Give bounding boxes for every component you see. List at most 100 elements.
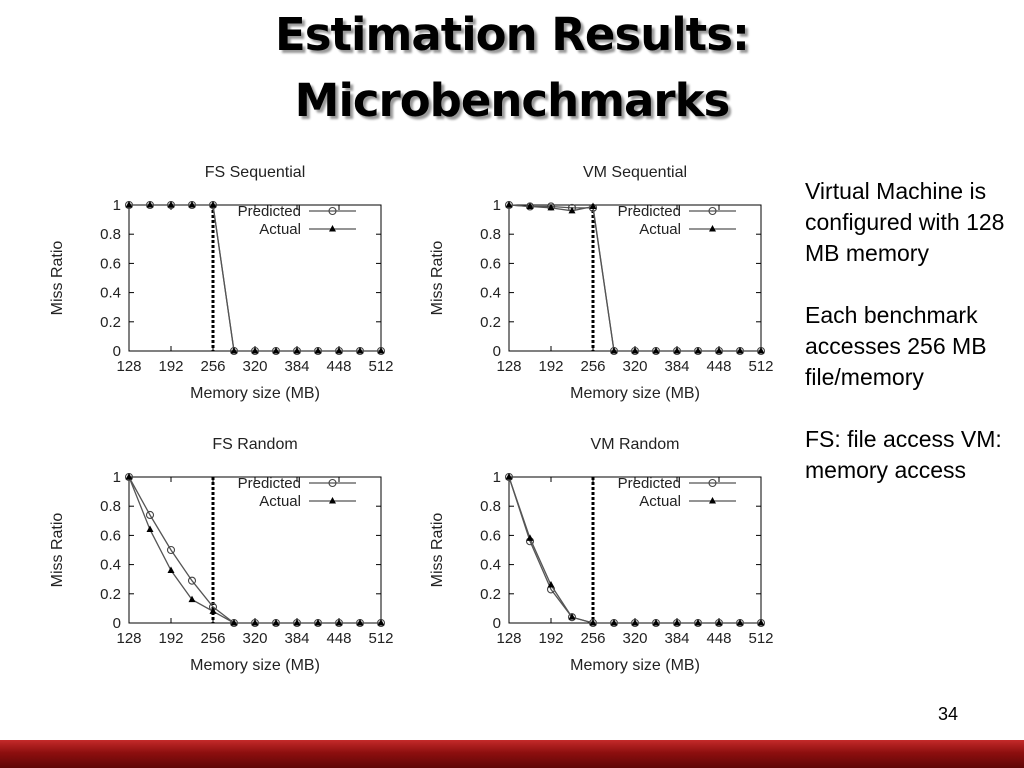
x-tick-label: 384: [664, 358, 689, 375]
actual-point: [652, 619, 660, 626]
actual-point: [589, 619, 597, 626]
y-tick-label: 1: [493, 469, 501, 486]
actual-point: [736, 619, 744, 626]
plot-frame: [128, 476, 382, 624]
y-tick-label: 0.8: [100, 498, 121, 515]
y-tick-label: 0.8: [480, 498, 501, 515]
actual-point: [251, 347, 259, 354]
series-line-actual: [508, 204, 761, 352]
actual-point: [568, 206, 576, 214]
legend-marker: [329, 225, 336, 232]
x-tick-label: 320: [622, 630, 647, 647]
y-tick-label: 0: [493, 343, 501, 360]
y-tick-label: 0.2: [480, 314, 501, 331]
slide-title-line-1: Estimation Results:: [275, 8, 750, 61]
legend-label-actual: Actual: [259, 493, 301, 510]
x-tick-label: 128: [496, 630, 521, 647]
actual-point: [652, 347, 660, 354]
legend-marker: [329, 497, 336, 504]
x-tick-label: 256: [200, 630, 225, 647]
vm-random-chart: VM Random 0 0.2 0.4 0.6 0.8 1 128 192 256 320 384 44…: [429, 436, 774, 674]
page-number: 34: [938, 704, 959, 724]
actual-point: [505, 201, 513, 208]
actual-point: [125, 201, 133, 208]
x-tick-label: 320: [242, 358, 267, 375]
actual-point: [230, 619, 238, 626]
legend-marker: [708, 206, 717, 216]
legend-label-predicted: Predicted: [238, 203, 301, 220]
slide-title: Estimation Results: Microbenchmarks: [0, 2, 1024, 134]
y-tick-label: 0.2: [480, 586, 501, 603]
legend-label-predicted: Predicted: [618, 475, 681, 492]
actual-point: [736, 347, 744, 354]
x-tick-label: 512: [748, 630, 773, 647]
chart-title: FS Sequential: [205, 164, 306, 181]
predicted-point: [187, 576, 197, 585]
predicted-point: [145, 510, 155, 520]
actual-point: [314, 619, 322, 626]
actual-point: [188, 595, 196, 603]
x-tick-label: 256: [580, 630, 605, 647]
actual-point: [188, 201, 196, 208]
x-tick-label: 192: [158, 630, 183, 647]
actual-point: [715, 347, 723, 354]
y-tick-label: 0.4: [100, 285, 121, 302]
x-tick-label: 448: [706, 358, 731, 375]
legend-label-predicted: Predicted: [618, 203, 681, 220]
x-tick-label: 320: [622, 358, 647, 375]
actual-point: [589, 202, 597, 209]
series-line-actual: [128, 476, 381, 624]
y-tick-label: 0: [493, 615, 501, 632]
y-tick-label: 0.4: [480, 557, 501, 574]
y-tick-label: 0.6: [480, 255, 501, 272]
y-tick-label: 0.2: [100, 314, 121, 331]
x-tick-label: 448: [326, 630, 351, 647]
y-tick-label: 0: [113, 615, 121, 632]
footer-bar: [0, 740, 1024, 768]
actual-point: [293, 619, 301, 626]
actual-point: [251, 619, 259, 626]
actual-point: [757, 619, 765, 626]
series-line-actual: [129, 204, 381, 352]
actual-point: [694, 619, 702, 626]
actual-point: [125, 473, 133, 480]
chart-title: FS Random: [212, 436, 297, 453]
actual-point: [209, 201, 217, 208]
actual-point: [610, 347, 618, 354]
actual-point: [209, 607, 217, 614]
actual-point: [293, 347, 301, 354]
y-axis-label: Miss Ratio: [429, 241, 446, 316]
legend-label-predicted: Predicted: [238, 475, 301, 492]
x-tick-label: 512: [748, 358, 773, 375]
series-line-predicted: [128, 476, 381, 624]
actual-point: [314, 347, 322, 354]
actual-point: [272, 347, 280, 354]
x-tick-label: 192: [158, 358, 183, 375]
x-tick-label: 128: [116, 630, 141, 647]
actual-point: [167, 566, 175, 573]
actual-point: [272, 619, 280, 626]
y-tick-label: 0.6: [100, 255, 121, 272]
legend-label-actual: Actual: [639, 221, 681, 238]
series-line-actual: [508, 476, 761, 624]
x-axis-label: Memory size (MB): [570, 657, 700, 674]
x-tick-label: 512: [368, 630, 393, 647]
series-line-predicted: [129, 204, 381, 352]
actual-point: [526, 534, 534, 541]
y-axis-label: Miss Ratio: [49, 513, 66, 588]
x-tick-label: 384: [284, 358, 309, 375]
fs-sequential-chart: FS Sequential 0 0.2 0.4 0.6 0.8 1 128 192 256 320 3…: [49, 164, 394, 402]
y-tick-label: 0.8: [480, 226, 501, 243]
chart-title: VM Random: [591, 436, 680, 453]
actual-point: [505, 473, 513, 480]
x-axis-label: Memory size (MB): [190, 657, 320, 674]
actual-point: [547, 203, 555, 211]
actual-point: [673, 347, 681, 354]
actual-point: [673, 619, 681, 626]
y-tick-label: 1: [493, 197, 501, 214]
x-tick-label: 512: [368, 358, 393, 375]
actual-point: [757, 347, 765, 354]
x-tick-label: 192: [538, 630, 563, 647]
actual-point: [568, 613, 576, 620]
actual-point: [356, 619, 364, 626]
